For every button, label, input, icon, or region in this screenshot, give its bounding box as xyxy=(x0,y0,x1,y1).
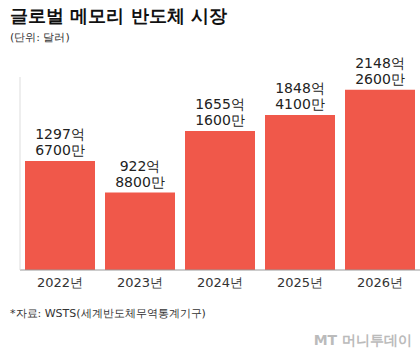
svg-text:2023년: 2023년 xyxy=(117,275,163,290)
svg-text:2024년: 2024년 xyxy=(197,275,243,290)
svg-text:2148억2600만: 2148억2600만 xyxy=(355,55,405,87)
svg-text:2025년: 2025년 xyxy=(277,275,323,290)
html-text:글로벌 메모리 반도체 시장: 글로벌 메모리 반도체 시장 xyxy=(10,5,227,26)
svg-text:2026년: 2026년 xyxy=(357,275,403,290)
html-text:*자료: WSTS(세계반도체무역통계기구): *자료: WSTS(세계반도체무역통계기구) xyxy=(10,307,206,320)
html-text:(단위: 달러): (단위: 달러) xyxy=(10,31,70,44)
svg-text:1655억1600만: 1655억1600만 xyxy=(195,96,245,128)
svg-text:922억8800만: 922억8800만 xyxy=(115,158,165,190)
svg-text:2022년: 2022년 xyxy=(37,275,83,290)
svg-text:1848억4100만: 1848억4100만 xyxy=(275,80,325,112)
svg-text:1297억6700만: 1297억6700만 xyxy=(35,126,85,158)
html-text:MT 머니투데이: MT 머니투데이 xyxy=(313,332,412,348)
